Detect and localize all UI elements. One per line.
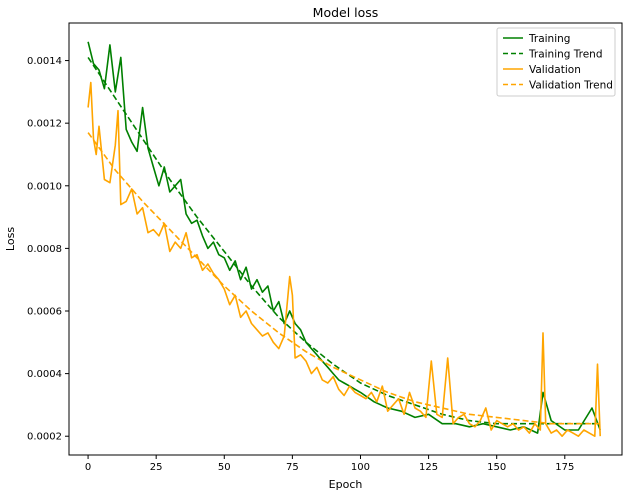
legend-label: Training Trend — [528, 48, 603, 60]
axes: 0 25 50 75 100 125 150 175 0.0002 0.0004 0.0006 0.0… — [27, 22, 623, 473]
y-tick-label: 0.0002 — [27, 432, 62, 443]
series-line-training — [87, 41, 601, 434]
series-line-validation-trend — [87, 132, 601, 425]
x-tick-label: 175 — [555, 462, 574, 473]
legend-label: Training — [528, 33, 570, 45]
x-tick-label: 0 — [85, 462, 91, 473]
legend-label: Validation Trend — [529, 79, 613, 91]
series-line-validation — [87, 81, 601, 437]
x-tick-label: 125 — [419, 462, 438, 473]
x-tick-label: 100 — [351, 462, 370, 473]
x-tick-label: 25 — [150, 462, 163, 473]
series-line-training-trend — [87, 56, 601, 425]
plot-area — [87, 41, 601, 437]
x-tick-label: 150 — [487, 462, 506, 473]
legend-box — [496, 27, 616, 97]
x-axis-label: Epoch — [329, 478, 363, 491]
legend: Training Training Trend Validation Validati… — [496, 27, 616, 97]
legend-label: Validation — [529, 64, 581, 76]
axes-frame — [68, 22, 623, 456]
y-tick-label: 0.0008 — [27, 244, 62, 255]
y-axis-label: Loss — [4, 227, 17, 251]
y-tick-label: 0.0012 — [27, 119, 62, 130]
y-tick-label: 0.0010 — [27, 181, 62, 192]
y-tick-label: 0.0014 — [27, 56, 62, 67]
y-tick-label: 0.0006 — [27, 307, 62, 318]
chart-title: Model loss — [313, 5, 379, 20]
x-tick-label: 75 — [286, 462, 299, 473]
x-tick-label: 50 — [218, 462, 231, 473]
y-tick-label: 0.0004 — [27, 369, 62, 380]
